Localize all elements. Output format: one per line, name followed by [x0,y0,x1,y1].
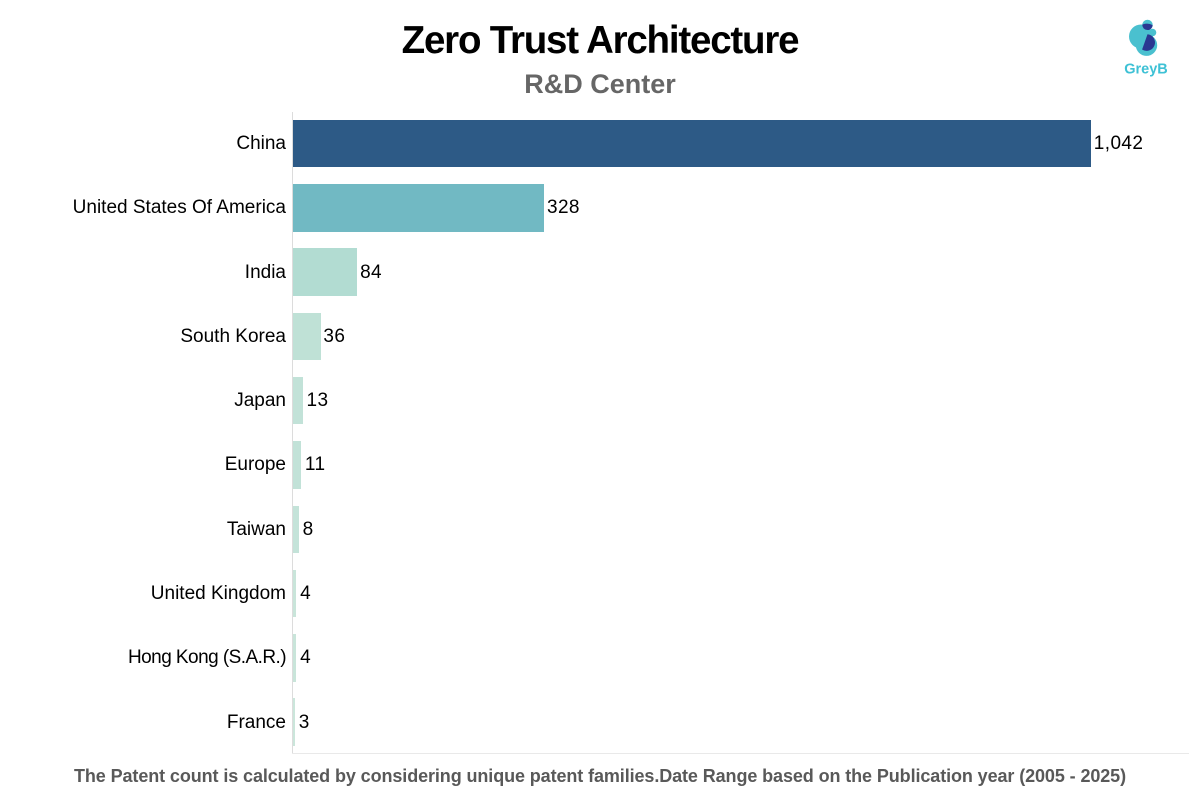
svg-text:GreyB: GreyB [1124,62,1167,78]
